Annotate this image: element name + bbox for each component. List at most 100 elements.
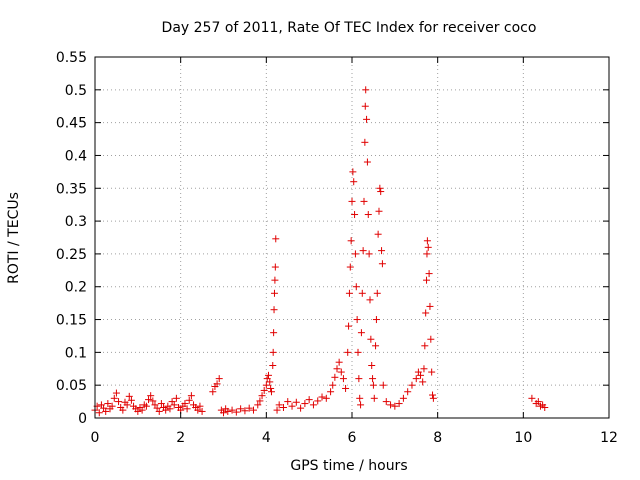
data-point [112, 389, 120, 397]
y-tick-label: 0.05 [56, 378, 87, 394]
data-point [288, 402, 296, 410]
data-point [232, 408, 240, 416]
data-point [354, 348, 362, 356]
x-tick-labels: 0 2 4 6 8 10 12 [91, 430, 618, 446]
data-point [267, 384, 275, 392]
data-point [327, 388, 335, 396]
data-point [170, 401, 178, 409]
data-point [241, 407, 249, 415]
y-tick-labels: 0 0.05 0.1 0.15 0.2 0.25 0.3 0.35 0.4 0.45 0.5 0.55 [56, 50, 87, 427]
data-point [408, 381, 416, 389]
data-point [333, 365, 341, 373]
data-point [404, 388, 412, 396]
data-point [369, 375, 377, 383]
data-point [417, 371, 425, 379]
y-tick-label: 0.4 [65, 148, 87, 164]
data-point [429, 394, 437, 402]
data-point [337, 368, 345, 376]
data-point [273, 406, 281, 414]
data-point [279, 403, 287, 411]
data-point [348, 197, 356, 205]
data-point [270, 289, 278, 297]
x-tick-label: 2 [176, 430, 185, 446]
data-point [275, 401, 283, 409]
data-point [172, 394, 180, 402]
data-point [421, 342, 429, 350]
data-point [166, 405, 174, 413]
x-tick-label: 0 [91, 430, 100, 446]
x-tick-label: 12 [600, 430, 618, 446]
data-point [271, 263, 279, 271]
data-point [185, 396, 193, 404]
axis-ticks [94, 56, 610, 419]
grid-lines [95, 57, 609, 418]
chart-title: Day 257 of 2011, Rate Of TEC Index for r… [162, 20, 537, 36]
y-tick-label: 0.3 [65, 214, 87, 230]
data-point [269, 348, 277, 356]
data-point [351, 250, 359, 258]
data-point [125, 392, 133, 400]
data-point [363, 158, 371, 166]
data-point [155, 407, 163, 415]
data-point [187, 392, 195, 400]
data-point [271, 276, 279, 284]
y-tick-label: 0.45 [56, 116, 87, 132]
data-point [147, 392, 155, 400]
data-point [353, 316, 361, 324]
data-point [339, 375, 347, 383]
data-point [372, 316, 380, 324]
data-point [357, 401, 365, 409]
x-tick-label: 8 [433, 430, 442, 446]
data-point [297, 404, 305, 412]
data-point [358, 289, 366, 297]
data-point [399, 394, 407, 402]
data-point [391, 402, 399, 410]
data-point [318, 393, 326, 401]
data-point [423, 237, 431, 245]
data-point [269, 361, 277, 369]
data-point [352, 283, 360, 291]
data-point [301, 400, 309, 408]
data-point [366, 296, 374, 304]
data-point [363, 115, 371, 123]
data-point [123, 401, 131, 409]
data-point [322, 394, 330, 402]
data-point [368, 361, 376, 369]
data-point [335, 358, 343, 366]
data-point [345, 289, 353, 297]
data-point [104, 400, 112, 408]
data-point [374, 230, 382, 238]
x-tick-label: 10 [514, 430, 532, 446]
data-point [127, 396, 135, 404]
data-point [270, 329, 278, 337]
data-point [357, 329, 365, 337]
data-point [528, 394, 536, 402]
data-point [149, 397, 157, 405]
data-point [347, 237, 355, 245]
data-point [196, 402, 204, 410]
data-point [345, 322, 353, 330]
data-point [145, 396, 153, 404]
data-point [424, 243, 432, 251]
data-point [350, 178, 358, 186]
data-point [157, 400, 165, 408]
y-tick-label: 0.25 [56, 247, 87, 263]
data-point [142, 402, 150, 410]
data-point [314, 397, 322, 405]
data-point [138, 406, 146, 414]
data-point [387, 401, 395, 409]
data-point [376, 184, 384, 192]
data-point [267, 388, 275, 396]
data-point [220, 409, 227, 417]
data-point [209, 388, 217, 396]
data-point [419, 378, 427, 386]
data-point [254, 401, 262, 409]
x-axis-label: GPS time / hours [290, 458, 407, 474]
data-point [181, 400, 189, 408]
y-tick-label: 0.15 [56, 313, 87, 329]
data-point [237, 405, 245, 413]
data-point [382, 398, 390, 406]
data-point [258, 392, 266, 400]
